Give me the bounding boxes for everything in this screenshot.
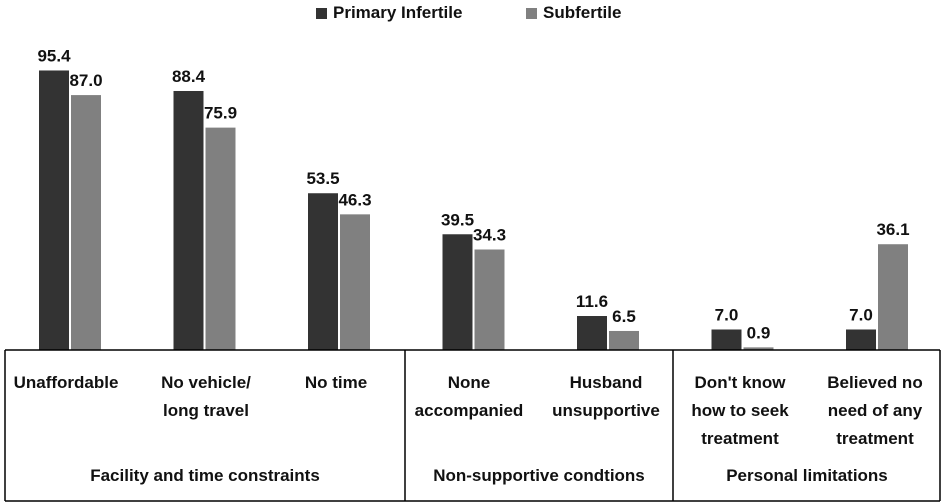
value-label-subfertile-no-vehicle-long-travel: 75.9 <box>204 104 237 123</box>
category-label-no-vehicle-long-travel: No vehicle/long travel <box>140 369 272 425</box>
category-label-no-time: No time <box>270 369 402 397</box>
value-label-primary-infertile-none-accompanied: 39.5 <box>441 210 474 229</box>
bar-subfertile-none-accompanied <box>474 249 505 350</box>
value-label-primary-infertile-husband-unsupportive: 11.6 <box>576 292 608 311</box>
category-label-unaffordable: Unaffordable <box>0 369 132 397</box>
bar-subfertile-no-time <box>340 214 370 350</box>
category-label-line: long travel <box>163 401 249 420</box>
category-label-line: No time <box>304 373 368 392</box>
bar-subfertile-unaffordable <box>71 95 101 350</box>
value-label-primary-infertile-no-vehicle-long-travel: 88.4 <box>172 67 206 86</box>
category-label-line: Believed no <box>827 373 923 392</box>
value-label-subfertile-no-time: 46.3 <box>338 190 371 209</box>
category-label-line: None <box>447 373 491 392</box>
bar-primary-infertile-none-accompanied <box>442 234 473 350</box>
bar-primary-infertile-don-t-know-how-to-seek-treatment <box>711 329 742 350</box>
bar-subfertile-believed-no-need-of-any-treatment <box>878 244 908 350</box>
category-label-line: treatment <box>701 429 779 448</box>
category-label-believed-no-need-of-any-treatment: Believed no need of any treatment <box>809 369 941 453</box>
legend-item-primary-infertile: Primary Infertile <box>316 2 462 24</box>
legend-label-subfertile: Subfertile <box>543 3 622 22</box>
category-label-line: Unaffordable <box>13 373 119 392</box>
category-label-line: unsupportive <box>552 401 660 420</box>
bar-subfertile-no-vehicle-long-travel <box>205 127 236 350</box>
bar-primary-infertile-believed-no-need-of-any-treatment <box>846 329 876 350</box>
legend-swatch-subfertile <box>526 7 537 19</box>
bar-subfertile-don-t-know-how-to-seek-treatment <box>743 347 774 350</box>
bar-primary-infertile-no-vehicle-long-travel <box>173 90 204 350</box>
bar-primary-infertile-unaffordable <box>39 70 69 350</box>
value-label-subfertile-don-t-know-how-to-seek-treatment: 0.9 <box>747 323 771 342</box>
category-label-line: No vehicle/ <box>161 373 251 392</box>
value-label-subfertile-none-accompanied: 34.3 <box>473 226 506 245</box>
legend-swatch-primary-infertile <box>316 7 327 19</box>
value-label-primary-infertile-believed-no-need-of-any-treatment: 7.0 <box>849 305 873 324</box>
category-label-line: Don't know <box>694 373 786 392</box>
category-label-line: accompanied <box>414 401 524 420</box>
group-label-personal-limitations: Personal limitations <box>726 466 888 485</box>
bar-primary-infertile-husband-unsupportive <box>577 316 607 350</box>
category-label-none-accompanied: None accompanied <box>403 369 535 425</box>
category-label-don-t-know-how-to-seek-treatment: Don't know how to seek treatment <box>674 369 806 453</box>
value-label-subfertile-husband-unsupportive: 6.5 <box>612 307 636 326</box>
value-label-primary-infertile-unaffordable: 95.4 <box>37 46 71 65</box>
value-label-primary-infertile-don-t-know-how-to-seek-treatment: 7.0 <box>715 305 739 324</box>
bar-primary-infertile-no-time <box>308 193 338 350</box>
category-label-line: Husband <box>569 373 643 392</box>
group-label-non-supportive: Non-supportive condtions <box>433 466 645 485</box>
value-label-primary-infertile-no-time: 53.5 <box>306 169 339 188</box>
legend-item-subfertile: Subfertile <box>526 2 621 24</box>
legend: Primary Infertile Subfertile <box>0 2 945 26</box>
category-label-line: how to seek <box>691 401 789 420</box>
category-label-husband-unsupportive: Husband unsupportive <box>540 369 672 425</box>
bar-subfertile-husband-unsupportive <box>609 330 639 350</box>
value-label-subfertile-unaffordable: 87.0 <box>69 71 102 90</box>
group-label-facility-time: Facility and time constraints <box>90 466 320 485</box>
category-label-line: need of any <box>827 401 923 420</box>
value-label-subfertile-believed-no-need-of-any-treatment: 36.1 <box>876 220 909 239</box>
category-label-line: treatment <box>836 429 914 448</box>
legend-label-primary-infertile: Primary Infertile <box>333 3 463 22</box>
